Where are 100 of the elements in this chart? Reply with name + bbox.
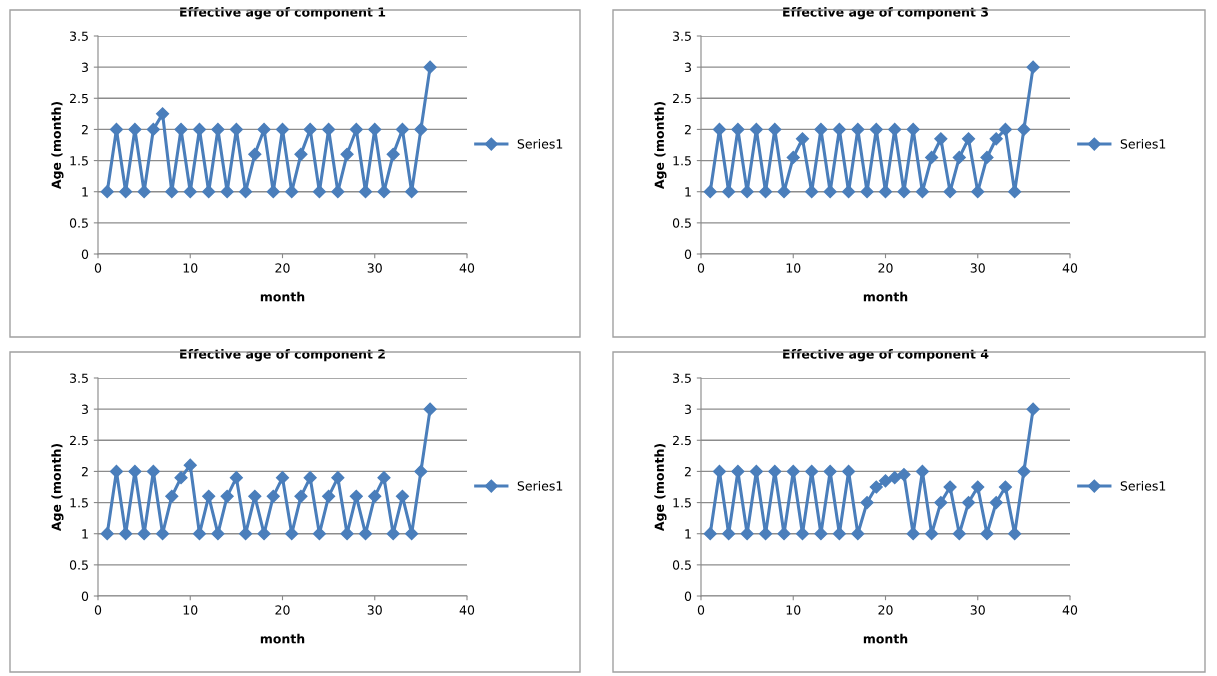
x-tick-label: 40 (459, 605, 475, 615)
point (740, 185, 754, 199)
point (229, 471, 243, 485)
point (183, 458, 197, 472)
point (285, 527, 299, 541)
point (349, 489, 363, 503)
x-tick-label: 30 (970, 605, 985, 615)
point (722, 527, 736, 541)
point (266, 489, 280, 503)
x-tick-label: 40 (459, 263, 475, 273)
point (823, 185, 837, 199)
y-tick-label: 0.5 (69, 560, 88, 570)
point (795, 527, 810, 541)
point (758, 527, 773, 541)
point (1017, 464, 1031, 479)
x-axis-title: month (863, 291, 908, 302)
point (248, 489, 262, 503)
x-tick-label: 20 (275, 605, 290, 615)
point (358, 527, 373, 541)
point (842, 185, 856, 199)
point (146, 122, 160, 137)
y-axis-title: Age (month) (654, 101, 667, 190)
point (1017, 122, 1031, 137)
point (248, 147, 262, 161)
point (377, 185, 391, 199)
y-axis-title: Age (month) (654, 443, 667, 532)
point (842, 464, 856, 479)
point (814, 527, 828, 541)
point (971, 480, 985, 494)
point (832, 122, 846, 137)
chart-title: Effective age of component 1 (180, 7, 386, 20)
y-tick-label: 1.5 (673, 498, 691, 508)
point (777, 527, 791, 541)
point (423, 60, 437, 74)
chart-title: Effective age of component 3 (783, 7, 988, 20)
point (989, 495, 1003, 510)
point (1026, 60, 1040, 74)
point (137, 527, 151, 541)
point (1008, 185, 1022, 199)
y-axis-title: Age (month) (51, 443, 64, 532)
point (322, 122, 336, 137)
point (786, 464, 800, 479)
point (183, 185, 197, 199)
point (740, 527, 754, 541)
point (915, 464, 929, 479)
x-tick-label: 30 (367, 605, 382, 615)
point (192, 527, 207, 541)
point (202, 185, 216, 199)
y-axis-title: Age (month) (51, 101, 64, 190)
x-tick-label: 20 (878, 605, 893, 615)
point (303, 122, 317, 137)
point (368, 489, 382, 503)
point (377, 471, 391, 485)
point (285, 185, 299, 199)
point (925, 527, 939, 541)
point (749, 122, 763, 137)
point (174, 471, 188, 485)
point (1026, 402, 1040, 416)
point (239, 185, 253, 199)
y-tick-label: 0 (81, 591, 89, 601)
y-tick-label: 2.5 (70, 93, 88, 104)
point (340, 527, 354, 541)
y-tick-label: 0 (81, 249, 89, 259)
x-tick-label: 40 (1062, 263, 1078, 273)
point (414, 122, 428, 137)
legend-label: Series1 (517, 480, 563, 491)
point (943, 480, 957, 494)
point (998, 122, 1013, 137)
point (275, 122, 290, 137)
x-tick-label: 30 (367, 263, 382, 273)
point (777, 185, 791, 199)
y-tick-label: 3 (81, 62, 88, 73)
point (119, 527, 133, 541)
point (423, 402, 437, 416)
point (731, 464, 745, 479)
x-axis-title: month (863, 633, 908, 644)
point (165, 489, 179, 503)
point (888, 471, 902, 485)
point (943, 185, 957, 199)
point (980, 150, 994, 165)
point (897, 467, 911, 482)
y-tick-label: 3.5 (70, 373, 88, 383)
point (897, 185, 911, 199)
point (340, 147, 354, 161)
y-tick-label: 0 (684, 249, 692, 259)
point (155, 527, 170, 541)
y-tick-label: 3 (684, 62, 691, 73)
point (823, 464, 837, 479)
point (906, 527, 920, 541)
point (998, 480, 1013, 494)
y-tick-label: 1 (685, 529, 691, 539)
point (312, 527, 326, 541)
point (386, 147, 400, 161)
y-tick-label: 2 (684, 466, 691, 477)
y-tick-label: 1.5 (70, 498, 88, 508)
point (703, 527, 717, 541)
point (349, 122, 363, 137)
point (294, 147, 308, 161)
point (100, 185, 114, 199)
point (275, 471, 290, 485)
